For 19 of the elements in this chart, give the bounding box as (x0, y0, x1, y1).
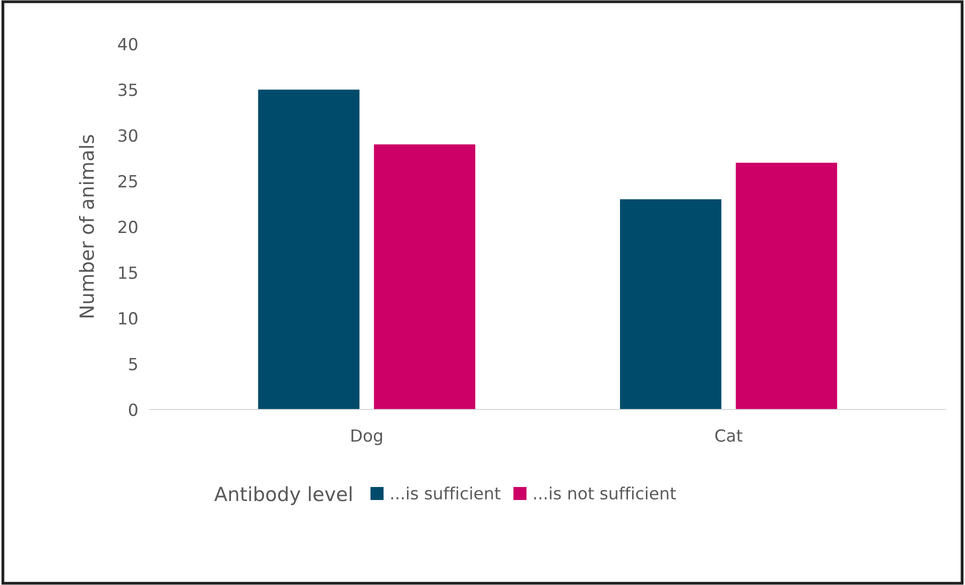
y-tick-label: 15 (119, 266, 138, 279)
bar (258, 90, 360, 410)
y-tick-label: 5 (129, 358, 138, 370)
legend-label: ...is sufficient (391, 486, 500, 500)
y-tick-label: 10 (119, 312, 138, 325)
legend-title: Antibody level (214, 486, 352, 506)
y-tick-label: 20 (118, 220, 138, 234)
y-tick-label: 35 (118, 84, 138, 96)
bar (620, 199, 722, 410)
y-tick-label: 25 (118, 174, 138, 188)
bar (374, 144, 476, 410)
y-axis-title: Number of animals (78, 135, 94, 318)
x-tick-label: Dog (352, 429, 382, 446)
y-tick-label: 0 (128, 403, 138, 416)
x-tick-label: Cat (715, 429, 742, 442)
y-tick-label: 30 (118, 129, 138, 142)
y-tick-label: 40 (118, 38, 138, 50)
legend-label: ...is not sufficient (534, 486, 676, 500)
bar (736, 162, 838, 410)
